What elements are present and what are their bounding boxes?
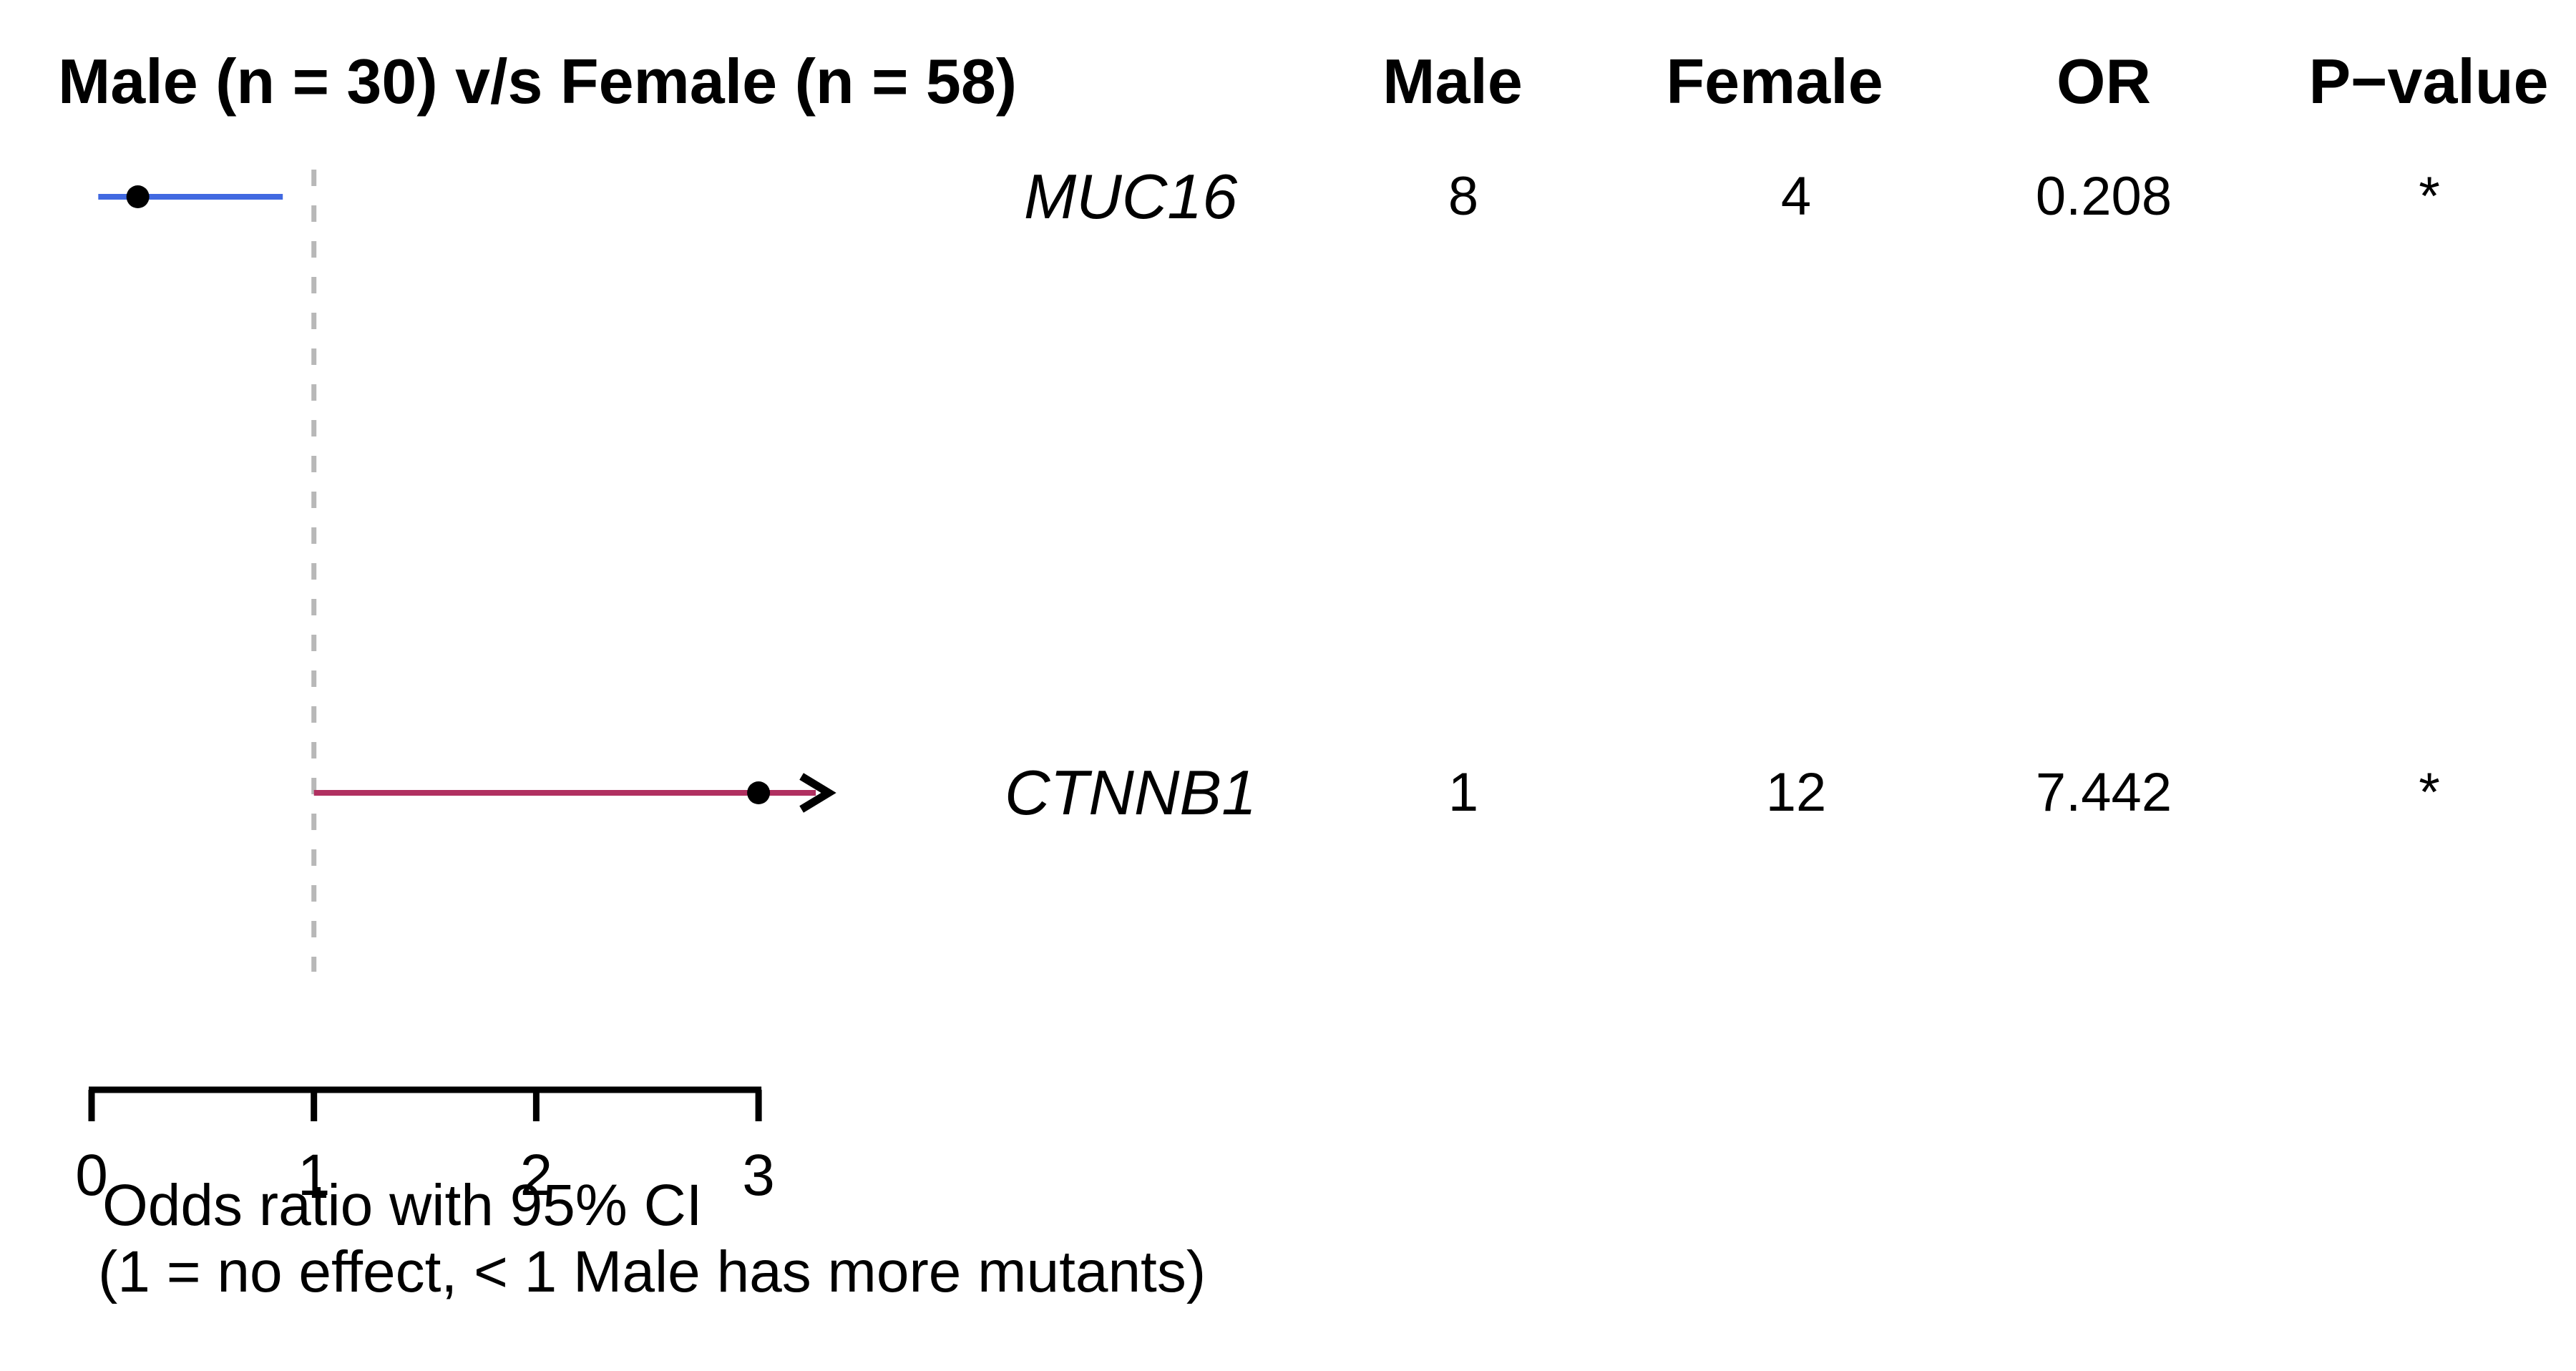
x-axis-label-line2: (1 = no effect, < 1 Male has more mutant… bbox=[98, 1239, 1206, 1304]
point-estimate-ctnnb1 bbox=[747, 781, 771, 804]
odds-ratio-value: 7.442 bbox=[2035, 762, 2172, 823]
column-header-female: Female bbox=[1666, 46, 1883, 117]
x-axis-label-line1: Odds ratio with 95% CI bbox=[102, 1173, 703, 1238]
column-header-male: Male bbox=[1382, 46, 1523, 117]
odds-ratio-value: 0.208 bbox=[2035, 166, 2172, 227]
significance-star: * bbox=[2419, 166, 2440, 227]
significance-star: * bbox=[2419, 762, 2440, 823]
figure-title: Male (n = 30) v/s Female (n = 58) bbox=[58, 46, 1018, 117]
x-axis-tick-label: 1 bbox=[298, 1143, 331, 1208]
x-axis-tick-label: 3 bbox=[742, 1143, 775, 1208]
x-axis-tick-label: 2 bbox=[520, 1143, 553, 1208]
x-axis-tick-label: 0 bbox=[75, 1143, 108, 1208]
column-header-pvalue: P−value bbox=[2308, 46, 2549, 117]
gene-label: CTNNB1 bbox=[1004, 757, 1257, 828]
truncation-arrow-ctnnb1 bbox=[799, 773, 836, 813]
male-count: 1 bbox=[1448, 762, 1479, 823]
column-header-or: OR bbox=[2057, 46, 2151, 117]
point-estimate-muc16 bbox=[126, 185, 150, 208]
female-count: 4 bbox=[1780, 166, 1812, 227]
female-count: 12 bbox=[1765, 762, 1827, 823]
male-count: 8 bbox=[1448, 166, 1479, 227]
gene-label: MUC16 bbox=[1023, 161, 1238, 232]
